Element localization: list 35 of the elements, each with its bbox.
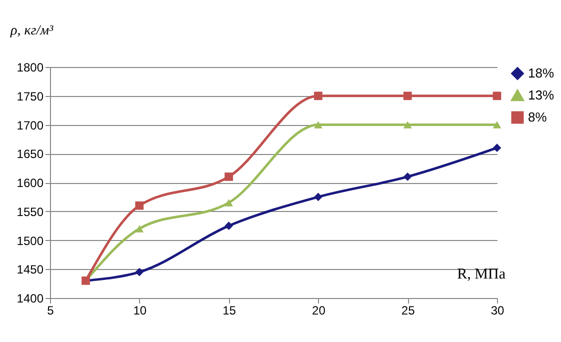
point — [224, 172, 233, 181]
y-tick-label: 1750 — [16, 89, 44, 104]
point — [403, 172, 412, 181]
x-tick-label: 30 — [490, 304, 504, 318]
x-tick-label: 5 — [47, 304, 54, 318]
x-axis-title: R, МПа — [457, 266, 506, 282]
legend-label: 13% — [528, 88, 554, 102]
point — [135, 201, 144, 210]
legend-label: 8% — [528, 110, 548, 124]
y-tick-label: 1450 — [16, 262, 44, 277]
x-tick-label: 15 — [222, 304, 236, 318]
point — [135, 268, 144, 276]
y-tick-label: 1700 — [16, 118, 44, 132]
y-tick-label: 1400 — [16, 292, 44, 306]
point — [224, 199, 233, 206]
y-axis-title: ρ, кг/м³ — [10, 24, 54, 38]
y-tick-label: 1650 — [16, 147, 44, 162]
y-tick-label: 1550 — [16, 204, 44, 219]
x-tick-label: 10 — [133, 304, 147, 318]
x-tick-label: 25 — [401, 304, 416, 318]
point — [314, 121, 322, 128]
legend-label: 18% — [528, 66, 554, 80]
point — [135, 225, 144, 232]
y-tick-label: 1500 — [16, 234, 44, 248]
point — [403, 121, 412, 128]
point — [492, 92, 502, 100]
point — [224, 222, 233, 230]
point — [403, 92, 412, 100]
y-tick-label: 1800 — [16, 60, 44, 74]
point — [314, 192, 322, 202]
point — [314, 92, 322, 100]
y-tick-label: 1600 — [16, 176, 44, 190]
point — [492, 144, 502, 152]
point — [492, 121, 502, 128]
x-tick-label: 20 — [312, 304, 326, 318]
